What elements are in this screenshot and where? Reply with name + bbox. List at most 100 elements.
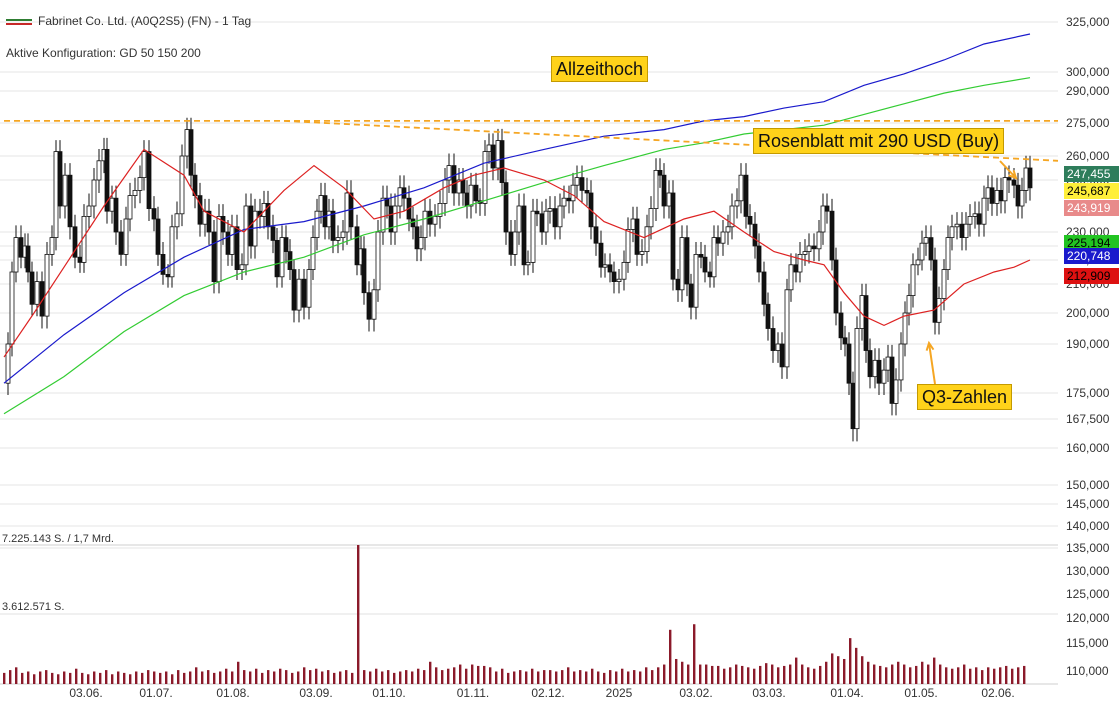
volume-bar xyxy=(201,671,204,684)
candle-body xyxy=(432,215,438,225)
candle-body xyxy=(397,187,403,207)
volume-bar xyxy=(543,670,546,684)
candle-body xyxy=(118,231,124,255)
candle-body xyxy=(639,251,645,255)
candle-body xyxy=(539,213,545,233)
candle-body xyxy=(702,256,708,273)
volume-bar xyxy=(915,665,918,684)
volume-bar xyxy=(579,670,582,684)
volume-mid-label: 3.612.571 S. xyxy=(2,601,65,613)
volume-bar xyxy=(123,672,126,684)
candle-body xyxy=(314,210,320,238)
volume-bar xyxy=(69,672,72,684)
volume-bar xyxy=(369,671,372,684)
volume-bar xyxy=(183,672,186,684)
candle-body xyxy=(91,179,97,207)
volume-bar xyxy=(993,668,996,684)
candle-body xyxy=(963,223,969,238)
volume-bar xyxy=(753,668,756,684)
candle-body xyxy=(503,182,509,233)
volume-bar xyxy=(603,672,606,684)
arrow-q3 xyxy=(928,342,936,385)
candle-body xyxy=(765,303,771,329)
candle-body xyxy=(86,205,92,217)
candle-body xyxy=(451,165,457,194)
volume-bar xyxy=(381,671,384,684)
volume-bar xyxy=(633,670,636,684)
candle-body xyxy=(872,359,878,378)
volume-bar xyxy=(447,668,450,684)
resistance-line xyxy=(283,119,1059,162)
candle-body xyxy=(67,174,73,228)
volume-bar xyxy=(279,668,282,684)
candle-body xyxy=(225,231,231,255)
date-axis-label: 01.05. xyxy=(904,686,937,700)
candle-body xyxy=(698,253,704,258)
candle-body xyxy=(634,218,640,255)
candle-body xyxy=(720,231,726,244)
volume-bar xyxy=(585,671,588,684)
volume-bar xyxy=(525,671,528,684)
volume-bar xyxy=(513,671,516,684)
candle-body xyxy=(220,215,226,233)
candle-body xyxy=(611,271,617,283)
price-axis-label: 130,000 xyxy=(1066,564,1110,578)
annotation-q3-zahlen: Q3-Zahlen xyxy=(917,384,1013,410)
candle-body xyxy=(418,237,424,250)
volume-bar xyxy=(927,664,930,684)
candle-body xyxy=(729,205,735,228)
candle-body xyxy=(711,237,717,278)
volume-bar xyxy=(393,672,396,684)
candle-body xyxy=(688,283,694,308)
volume-bar xyxy=(483,665,486,684)
ma50-line xyxy=(3,148,1031,358)
volume-bar xyxy=(741,665,744,684)
volume-bar xyxy=(849,638,852,684)
candle-body xyxy=(811,245,817,250)
candle-body xyxy=(72,226,78,258)
volume-bar xyxy=(1005,665,1008,684)
price-axis-label: 300,000 xyxy=(1066,65,1110,79)
candle-body xyxy=(197,195,203,225)
candle-body xyxy=(657,169,663,176)
candle-body xyxy=(495,140,501,169)
volume-bar xyxy=(855,647,858,684)
candle-body xyxy=(919,242,925,261)
candle-body xyxy=(661,174,667,207)
candle-body xyxy=(797,253,803,273)
candle-body xyxy=(936,298,942,323)
price-axis-label: 260,000 xyxy=(1066,149,1110,163)
candle-body xyxy=(109,197,115,212)
candle-body xyxy=(521,205,527,266)
candle-body xyxy=(630,218,636,230)
candle-body xyxy=(392,205,398,233)
volume-bar xyxy=(495,671,498,684)
volume-bar xyxy=(837,656,840,684)
candle-body xyxy=(239,264,245,270)
volume-bar xyxy=(861,656,864,684)
candle-body xyxy=(330,210,336,241)
volume-bar xyxy=(303,667,306,684)
candle-body xyxy=(508,231,514,255)
candle-body xyxy=(5,343,11,384)
volume-bar xyxy=(441,670,444,684)
price-axis-label: 200,000 xyxy=(1066,306,1110,320)
volume-bar xyxy=(3,672,6,684)
candle-body xyxy=(34,281,40,305)
candle-body xyxy=(932,259,938,323)
candle-body xyxy=(584,189,590,194)
volume-bar xyxy=(21,672,24,684)
annotation-allzeithoch: Allzeithoch xyxy=(551,56,649,82)
candle-body xyxy=(707,271,713,278)
candle-body xyxy=(437,202,443,217)
date-axis-label: 01.10. xyxy=(372,686,405,700)
volume-bar xyxy=(801,664,804,684)
candle-body xyxy=(561,197,567,207)
candle-body xyxy=(833,259,839,314)
volume-bar xyxy=(735,664,738,684)
candle-body xyxy=(775,343,781,351)
candle-body xyxy=(602,264,608,268)
candle-body xyxy=(184,129,190,157)
candle-body xyxy=(598,242,604,268)
